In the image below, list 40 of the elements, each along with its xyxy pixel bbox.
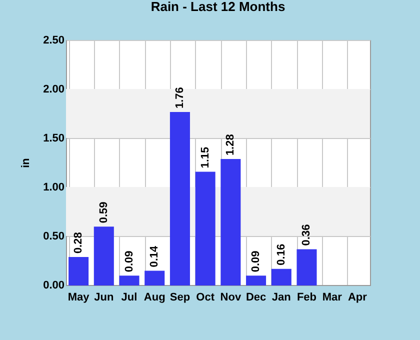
- x-tick-label: Mar: [322, 292, 343, 304]
- x-tick-label: Oct: [196, 292, 215, 304]
- bar: [94, 226, 114, 286]
- x-tick-label: Jan: [272, 292, 292, 304]
- x-tick-label: Dec: [246, 292, 266, 304]
- y-tick-label: 0.50: [43, 230, 64, 242]
- data-label: 1.28: [224, 134, 237, 156]
- data-label: 0.28: [72, 232, 85, 254]
- x-tick-label: Jul: [121, 292, 138, 304]
- bar: [119, 276, 140, 286]
- y-tick-label: 2.00: [43, 84, 64, 96]
- chart-title: Rain - Last 12 Months: [150, 0, 286, 14]
- data-label: 0.36: [300, 224, 313, 246]
- x-tick-label: Feb: [296, 292, 317, 304]
- y-tick-label: 0.00: [43, 280, 64, 292]
- bar: [68, 257, 89, 286]
- data-label: 1.15: [199, 146, 212, 168]
- data-label: 0.09: [250, 250, 262, 272]
- x-tick-label: May: [68, 292, 90, 304]
- x-tick-label: Sep: [170, 292, 190, 304]
- data-label: 0.09: [123, 250, 136, 272]
- x-tick-label: Apr: [348, 292, 368, 304]
- x-tick-label: Nov: [220, 292, 242, 304]
- data-label: 0.59: [98, 202, 110, 224]
- x-tick-label: Aug: [144, 292, 166, 304]
- bar: [296, 249, 317, 286]
- bar: [220, 159, 241, 286]
- data-label: 1.76: [174, 87, 186, 109]
- bar: [271, 268, 292, 286]
- x-tick-label: Jun: [94, 292, 114, 304]
- data-label: 0.16: [275, 244, 288, 266]
- data-label: 0.14: [148, 244, 161, 268]
- bar: [144, 270, 165, 286]
- y-tick-label: 1.50: [43, 132, 64, 144]
- y-tick-label: 2.50: [43, 34, 64, 46]
- bar: [195, 172, 216, 286]
- bar: [246, 276, 266, 286]
- y-axis-title: in: [20, 158, 32, 168]
- bar: [170, 112, 190, 286]
- y-tick-label: 1.00: [43, 182, 64, 194]
